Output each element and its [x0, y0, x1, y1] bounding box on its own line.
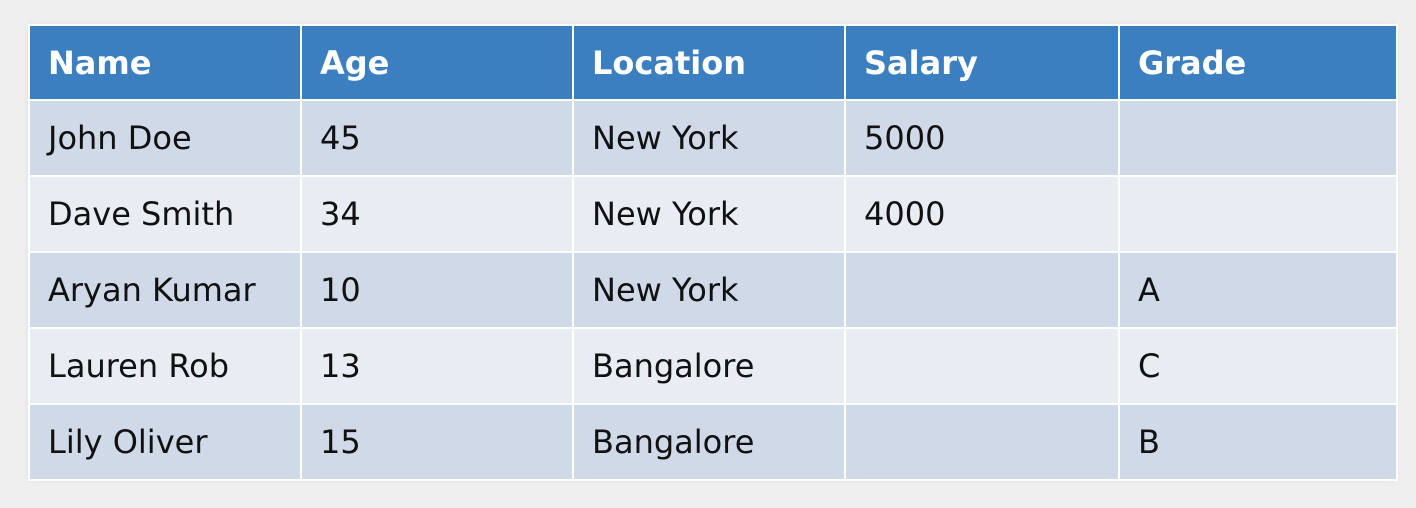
data-table: Name Age Location Salary Grade John Doe …	[28, 24, 1398, 481]
header-cell-salary: Salary	[844, 24, 1120, 101]
table-row: Aryan Kumar 10 New York A	[28, 251, 1398, 329]
header-cell-name: Name	[28, 24, 302, 101]
cell-grade	[1118, 175, 1398, 253]
cell-age: 34	[300, 175, 574, 253]
table-row: Dave Smith 34 New York 4000	[28, 175, 1398, 253]
cell-age: 15	[300, 403, 574, 481]
table-row: Lauren Rob 13 Bangalore C	[28, 327, 1398, 405]
data-table-container: Name Age Location Salary Grade John Doe …	[28, 24, 1398, 481]
table-body: John Doe 45 New York 5000 Dave Smith 34 …	[28, 99, 1398, 481]
cell-location: Bangalore	[572, 403, 846, 481]
header-row: Name Age Location Salary Grade	[28, 24, 1398, 101]
cell-location: New York	[572, 175, 846, 253]
cell-age: 13	[300, 327, 574, 405]
cell-name: Lauren Rob	[28, 327, 302, 405]
header-cell-age: Age	[300, 24, 574, 101]
cell-salary: 4000	[844, 175, 1120, 253]
cell-grade	[1118, 99, 1398, 177]
cell-grade: A	[1118, 251, 1398, 329]
table-row: John Doe 45 New York 5000	[28, 99, 1398, 177]
cell-age: 10	[300, 251, 574, 329]
cell-name: John Doe	[28, 99, 302, 177]
header-cell-location: Location	[572, 24, 846, 101]
cell-name: Lily Oliver	[28, 403, 302, 481]
cell-name: Dave Smith	[28, 175, 302, 253]
table-header: Name Age Location Salary Grade	[28, 24, 1398, 101]
cell-salary	[844, 327, 1120, 405]
cell-salary: 5000	[844, 99, 1120, 177]
cell-grade: B	[1118, 403, 1398, 481]
cell-location: New York	[572, 99, 846, 177]
cell-salary	[844, 251, 1120, 329]
cell-location: New York	[572, 251, 846, 329]
cell-name: Aryan Kumar	[28, 251, 302, 329]
table-row: Lily Oliver 15 Bangalore B	[28, 403, 1398, 481]
cell-grade: C	[1118, 327, 1398, 405]
cell-salary	[844, 403, 1120, 481]
cell-location: Bangalore	[572, 327, 846, 405]
cell-age: 45	[300, 99, 574, 177]
header-cell-grade: Grade	[1118, 24, 1398, 101]
